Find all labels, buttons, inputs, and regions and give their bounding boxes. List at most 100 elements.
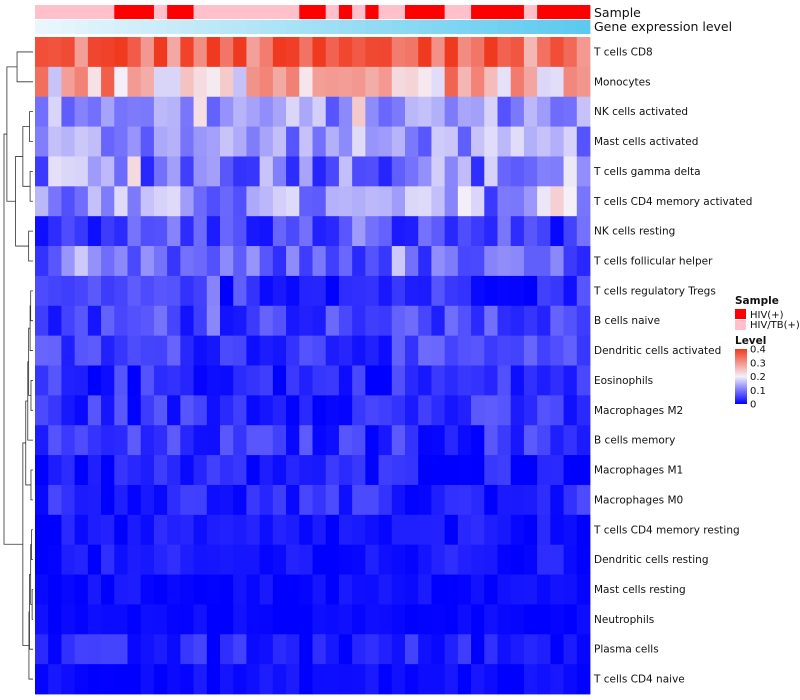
- heatmap-cell: [563, 484, 578, 516]
- heatmap-cell: [140, 37, 155, 68]
- row-label: B cells memory: [594, 435, 675, 447]
- sample-cell: [180, 5, 194, 19]
- heatmap-cell: [444, 335, 459, 366]
- heatmap-cell: [220, 425, 234, 456]
- heatmap-cell: [48, 664, 62, 695]
- heatmap-cell: [61, 216, 76, 247]
- heatmap-cell: [523, 186, 538, 217]
- sample-cell: [510, 5, 525, 19]
- heatmap-cell: [246, 544, 261, 575]
- heatmap-cell: [338, 186, 353, 217]
- sample-cell: [523, 5, 538, 19]
- heatmap-cell: [286, 634, 300, 665]
- heatmap-cell: [576, 604, 591, 635]
- heatmap-cell: [167, 604, 181, 635]
- heatmap-cell: [391, 246, 406, 277]
- heatmap-cell: [312, 604, 327, 635]
- heatmap-cell: [312, 96, 327, 127]
- heatmap-cell: [471, 275, 485, 307]
- heatmap-cell: [497, 395, 512, 426]
- heatmap-cell: [61, 484, 76, 516]
- heatmap-cell: [299, 305, 313, 337]
- heatmap-cell: [418, 395, 432, 426]
- heatmap-cell: [378, 455, 393, 486]
- heatmap-cell: [365, 544, 379, 575]
- legend-tick-label: 0.3: [750, 358, 766, 369]
- heatmap-cell: [220, 395, 234, 426]
- heatmap-cell: [220, 574, 234, 605]
- heatmap-cell: [352, 574, 366, 605]
- heatmap-cell: [431, 514, 446, 546]
- heatmap-cell: [325, 186, 340, 217]
- heatmap-cell: [48, 634, 62, 665]
- heatmap-cell: [444, 126, 459, 157]
- expression-cell: [299, 20, 313, 34]
- heatmap-cell: [325, 216, 340, 247]
- heatmap-cell: [576, 126, 591, 157]
- heatmap-cell: [259, 216, 274, 247]
- heatmap-cell: [259, 246, 274, 277]
- expression-cell: [87, 20, 102, 34]
- heatmap-cell: [114, 514, 128, 546]
- heatmap-cell: [444, 216, 459, 247]
- heatmap-cell: [352, 425, 366, 456]
- sample-cell: [537, 5, 551, 19]
- heatmap-cell: [61, 455, 76, 486]
- heatmap-cell: [74, 335, 89, 366]
- expression-cell: [74, 20, 89, 34]
- heatmap-cell: [523, 156, 538, 187]
- heatmap-cell: [193, 246, 208, 277]
- heatmap-cell: [431, 186, 446, 217]
- heatmap-cell: [444, 305, 459, 337]
- heatmap-cell: [35, 66, 49, 98]
- heatmap-cell: [101, 664, 115, 695]
- heatmap-cell: [312, 664, 327, 695]
- heatmap-cell: [259, 275, 274, 307]
- heatmap-cell: [405, 425, 419, 456]
- heatmap-cell: [206, 604, 221, 635]
- heatmap-cell: [140, 305, 155, 337]
- expression-cell: [510, 20, 525, 34]
- heatmap-cell: [193, 365, 208, 396]
- heatmap-cell: [48, 455, 62, 486]
- heatmap-cell: [35, 335, 49, 366]
- heatmap-cell: [74, 664, 89, 695]
- heatmap-cell: [484, 126, 498, 157]
- heatmap-cell: [35, 664, 49, 695]
- heatmap-cell: [220, 634, 234, 665]
- heatmap-cell: [206, 96, 221, 127]
- heatmap-cell: [246, 395, 261, 426]
- heatmap-cell: [206, 634, 221, 665]
- heatmap-cell: [418, 275, 432, 307]
- dendrogram-branch: [28, 230, 33, 262]
- heatmap-cell: [312, 126, 327, 157]
- heatmap-cell: [127, 156, 142, 187]
- heatmap-cell: [220, 305, 234, 337]
- heatmap-cell: [259, 574, 274, 605]
- heatmap-cell: [378, 66, 393, 98]
- heatmap-cell: [233, 186, 247, 217]
- heatmap-cell: [391, 634, 406, 665]
- heatmap-cell: [272, 305, 287, 337]
- heatmap-cell: [431, 216, 446, 247]
- heatmap-cell: [167, 365, 181, 396]
- heatmap-cell: [510, 634, 525, 665]
- heatmap-cell: [153, 574, 168, 605]
- heatmap-cell: [537, 455, 551, 486]
- heatmap-cell: [444, 156, 459, 187]
- heatmap-cell: [523, 544, 538, 575]
- heatmap-cell: [286, 275, 300, 307]
- heatmap-cell: [563, 395, 578, 426]
- heatmap-cell: [325, 126, 340, 157]
- heatmap-cell: [365, 156, 379, 187]
- expression-cell: [246, 20, 261, 34]
- heatmap-cell: [61, 335, 76, 366]
- heatmap-cell: [418, 156, 432, 187]
- heatmap-cell: [167, 66, 181, 98]
- heatmap-cell: [167, 544, 181, 575]
- heatmap-cell: [61, 425, 76, 456]
- heatmap-cell: [431, 335, 446, 366]
- heatmap-cell: [127, 455, 142, 486]
- heatmap-cell: [391, 186, 406, 217]
- heatmap-cell: [523, 126, 538, 157]
